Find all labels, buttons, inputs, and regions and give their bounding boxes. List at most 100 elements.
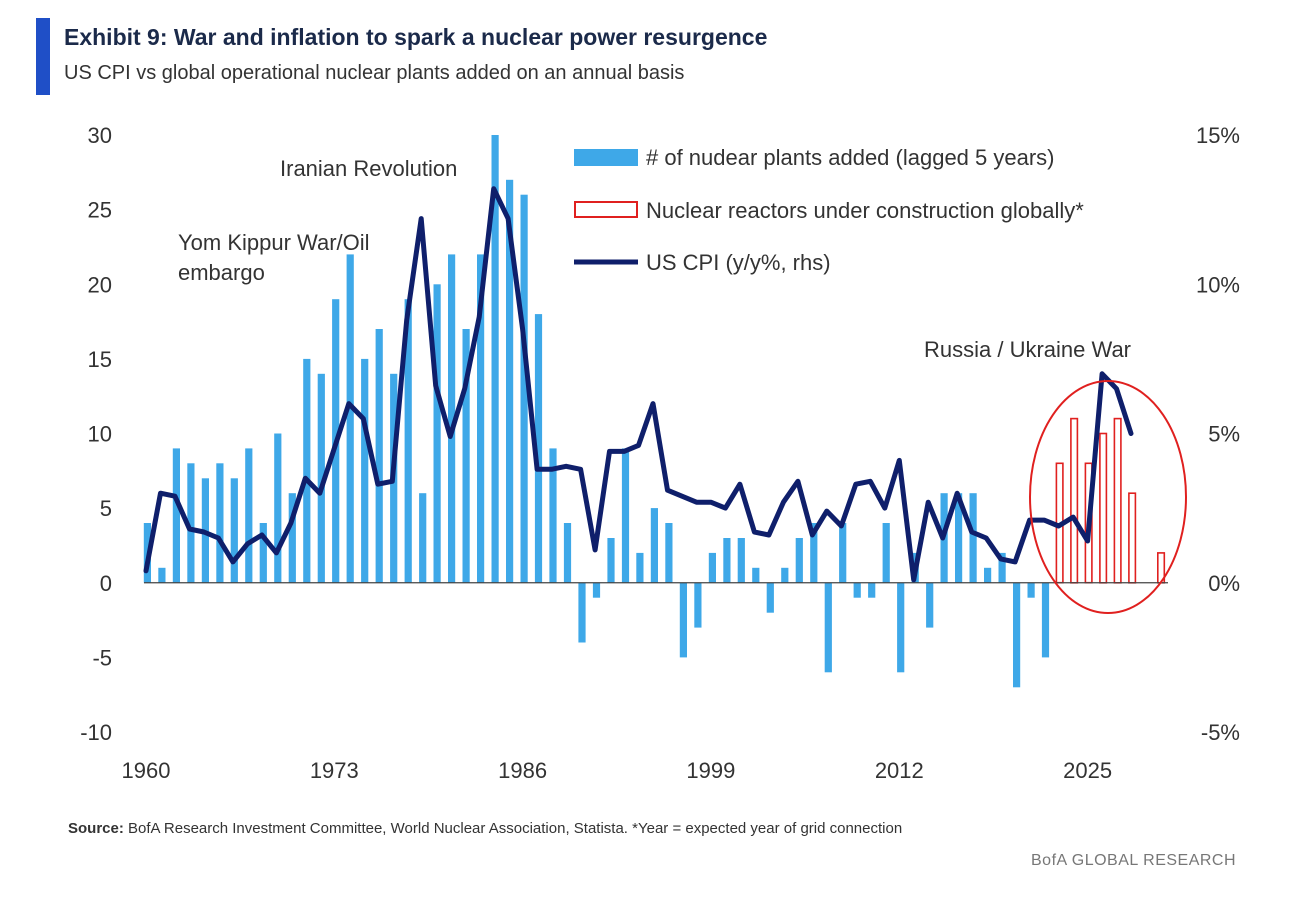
bar-under-construction bbox=[1128, 492, 1137, 584]
bar-nuclear-added bbox=[592, 582, 601, 598]
bar-nuclear-added bbox=[259, 523, 267, 583]
bar-nuclear-added bbox=[534, 314, 543, 583]
bar-nuclear-added bbox=[158, 567, 166, 583]
bar-nuclear-added bbox=[621, 448, 630, 583]
right-tick-label: -5% bbox=[1201, 720, 1240, 745]
annotation-yom-kippur: Yom Kippur War/Oil bbox=[178, 230, 370, 255]
left-tick-label: -5 bbox=[92, 645, 112, 670]
bar-nuclear-added bbox=[274, 433, 282, 583]
bar-under-construction bbox=[1113, 417, 1122, 584]
bar-nuclear-added bbox=[853, 582, 861, 598]
bar-nuclear-added bbox=[868, 582, 876, 598]
left-tick-label: 15 bbox=[88, 347, 112, 372]
legend-swatch-construction bbox=[574, 201, 638, 218]
bar-nuclear-added bbox=[984, 567, 992, 583]
bar-nuclear-added bbox=[766, 582, 774, 613]
bar-nuclear-added bbox=[969, 493, 977, 583]
ukraine-war-circle bbox=[1029, 380, 1187, 614]
bar-nuclear-added bbox=[346, 254, 354, 583]
bar-nuclear-added bbox=[477, 254, 485, 583]
bar-nuclear-added bbox=[288, 493, 296, 583]
bar-nuclear-added bbox=[824, 582, 832, 673]
legend-label-nuclear-added: # of nudear plants added (lagged 5 years… bbox=[646, 145, 1055, 170]
x-tick-label: 2025 bbox=[1063, 758, 1112, 783]
bar-nuclear-added bbox=[839, 523, 847, 583]
bar-nuclear-added bbox=[1027, 582, 1035, 598]
bar-nuclear-added bbox=[433, 284, 441, 583]
bar-nuclear-added bbox=[404, 299, 412, 583]
bar-nuclear-added bbox=[245, 448, 253, 583]
bar-nuclear-added bbox=[375, 329, 383, 583]
bar-nuclear-added bbox=[563, 523, 572, 583]
legend-label-cpi: US CPI (y/y%, rhs) bbox=[646, 250, 831, 275]
right-axis-ticks: 15% 10% 5% 0% -5% bbox=[1196, 123, 1240, 745]
bar-nuclear-added bbox=[549, 448, 557, 583]
bar-nuclear-added bbox=[462, 329, 470, 583]
bar-nuclear-added bbox=[506, 179, 514, 583]
construction-bars-layer bbox=[1055, 417, 1166, 584]
annotation-embargo: embargo bbox=[178, 260, 265, 285]
bar-nuclear-added bbox=[303, 358, 311, 583]
legend: # of nudear plants added (lagged 5 years… bbox=[574, 145, 1084, 275]
bar-nuclear-added bbox=[795, 538, 803, 583]
bar-nuclear-added bbox=[607, 538, 615, 583]
right-tick-label: 15% bbox=[1196, 123, 1240, 148]
left-axis-ticks: 30 25 20 15 10 5 0 -5 -10 bbox=[80, 123, 112, 745]
bar-nuclear-added bbox=[172, 448, 180, 583]
right-tick-label: 0% bbox=[1208, 571, 1240, 596]
bar-nuclear-added bbox=[419, 493, 427, 583]
bar-nuclear-added bbox=[723, 538, 731, 583]
source-label: Source: bbox=[68, 820, 124, 837]
bar-nuclear-added bbox=[665, 523, 673, 583]
right-tick-label: 10% bbox=[1196, 272, 1240, 297]
brand-footer: BofA GLOBAL RESEARCH bbox=[1031, 852, 1237, 869]
left-tick-label: -10 bbox=[80, 720, 112, 745]
bar-nuclear-added bbox=[187, 463, 195, 583]
bar-nuclear-added bbox=[636, 552, 644, 583]
left-tick-label: 30 bbox=[88, 123, 112, 148]
bar-nuclear-added bbox=[578, 582, 586, 643]
bar-nuclear-added bbox=[781, 567, 789, 583]
bar-nuclear-added bbox=[955, 493, 963, 583]
bar-nuclear-added bbox=[679, 582, 687, 658]
left-tick-label: 20 bbox=[88, 272, 112, 297]
bar-nuclear-added bbox=[1013, 582, 1021, 688]
chart-subtitle: US CPI vs global operational nuclear pla… bbox=[64, 62, 685, 84]
bar-nuclear-added bbox=[317, 373, 325, 583]
bar-under-construction bbox=[1070, 417, 1079, 584]
source-text: BofA Research Investment Committee, Worl… bbox=[128, 820, 903, 837]
accent-bar bbox=[36, 18, 50, 95]
right-tick-label: 5% bbox=[1208, 422, 1240, 447]
left-tick-label: 0 bbox=[100, 571, 112, 596]
x-tick-label: 1960 bbox=[122, 758, 171, 783]
bar-nuclear-added bbox=[926, 582, 934, 628]
annotation-russia-ukraine: Russia / Ukraine War bbox=[924, 337, 1131, 362]
x-axis-ticks: 1960 1973 1986 1999 2012 2025 bbox=[122, 758, 1113, 783]
left-tick-label: 10 bbox=[88, 422, 112, 447]
bar-nuclear-added bbox=[520, 194, 528, 583]
bar-nuclear-added bbox=[650, 508, 658, 583]
bar-nuclear-added bbox=[897, 582, 905, 673]
bar-nuclear-added bbox=[216, 463, 224, 583]
source-note: Source: BofA Research Investment Committ… bbox=[68, 820, 902, 837]
x-tick-label: 1999 bbox=[686, 758, 735, 783]
bar-nuclear-added bbox=[737, 538, 745, 583]
cpi-line bbox=[143, 186, 1134, 583]
bar-nuclear-added bbox=[882, 523, 890, 583]
x-tick-label: 1986 bbox=[498, 758, 547, 783]
bar-nuclear-added bbox=[810, 523, 818, 583]
chart-title: Exhibit 9: War and inflation to spark a … bbox=[64, 24, 768, 50]
legend-label-construction: Nuclear reactors under construction glob… bbox=[646, 198, 1084, 223]
x-tick-label: 1973 bbox=[310, 758, 359, 783]
bar-nuclear-added bbox=[230, 478, 238, 583]
bar-nuclear-added bbox=[708, 552, 716, 583]
left-tick-label: 5 bbox=[100, 496, 112, 521]
bar-nuclear-added bbox=[752, 567, 760, 583]
bar-nuclear-added bbox=[694, 582, 702, 628]
bar-nuclear-added bbox=[998, 552, 1006, 583]
bars-layer bbox=[143, 135, 1050, 688]
legend-swatch-nuclear-added bbox=[574, 149, 638, 166]
x-tick-label: 2012 bbox=[875, 758, 924, 783]
left-tick-label: 25 bbox=[88, 198, 112, 223]
bar-under-construction bbox=[1099, 432, 1108, 584]
